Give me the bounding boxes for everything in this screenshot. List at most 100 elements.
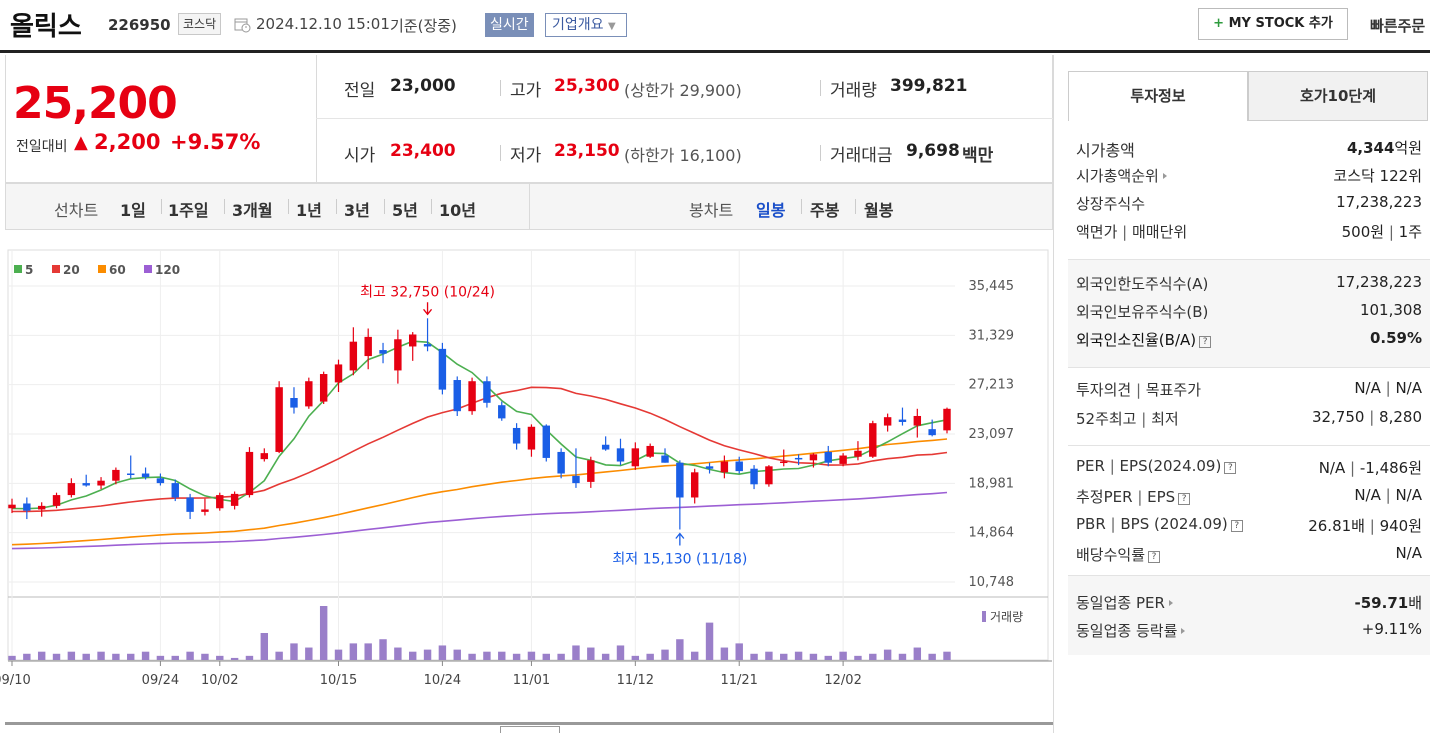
candle-body — [468, 381, 476, 412]
candle-body — [23, 503, 31, 511]
row-sector-per[interactable]: 동일업종 PER -59.71배 — [1076, 592, 1422, 620]
face-value-label: 액면가 — [1076, 223, 1118, 241]
volume-bar — [869, 653, 877, 660]
help-icon[interactable]: ? — [1178, 493, 1191, 505]
volume-bar — [527, 651, 536, 660]
low52-label: 최저 — [1151, 410, 1179, 428]
volume-bar — [453, 649, 461, 660]
candle-body — [587, 460, 595, 482]
per-value-wrap: N/A | -1,486원 — [1318, 459, 1422, 477]
open-label: 시가 — [344, 146, 376, 166]
candlestick-chart[interactable]: 35,445 31,329 27,213 23,097 18,981 14,864 10,7… — [0, 232, 1052, 702]
bps-label: BPS (2024.09) — [1120, 515, 1228, 533]
stock-header: 올릭스 226950 코스닥 2024.12.10 15:01 기준(장중) 실… — [0, 0, 1430, 52]
current-price: 25,200 — [13, 78, 178, 129]
volume-legend-swatch — [982, 611, 986, 622]
volume-bar — [898, 653, 907, 660]
prev-value: 23,000 — [390, 76, 456, 96]
row-sector-change[interactable]: 동일업종 등락률 +9.11% — [1076, 620, 1422, 648]
help-icon[interactable]: ? — [1199, 336, 1212, 348]
est-eps-value: N/A — [1395, 486, 1422, 504]
candle-body — [305, 381, 313, 407]
row-market-cap: 시가총액 4,344억원 — [1076, 137, 1422, 165]
per-label-wrap: PER | EPS(2024.09)? — [1076, 457, 1237, 475]
opinion-value-wrap: N/A | N/A — [1354, 379, 1422, 397]
legend-label: 60 — [109, 263, 126, 277]
period-daily[interactable]: 일봉 — [756, 201, 786, 220]
expand-handle[interactable] — [500, 726, 560, 733]
period-weekly[interactable]: 주봉 — [810, 201, 840, 220]
help-icon[interactable]: ? — [1148, 551, 1161, 563]
tab-invest-info[interactable]: 투자정보 — [1068, 71, 1248, 121]
x-tick-label: 09/24 — [142, 673, 179, 688]
volume-bar — [498, 651, 506, 660]
upper-limit: (상한가 29,900) — [624, 81, 742, 100]
volume-bar — [794, 651, 803, 660]
opinion-value: N/A — [1354, 379, 1381, 397]
period-divider — [384, 199, 385, 214]
period-10y[interactable]: 10년 — [439, 201, 476, 220]
volume-bar — [720, 647, 729, 660]
period-divider — [855, 199, 856, 214]
volume-bar — [216, 655, 224, 660]
period-3y[interactable]: 3년 — [344, 201, 370, 220]
row-market-cap-rank[interactable]: 시가총액순위 코스닥 122위 — [1076, 165, 1422, 193]
tab-quote10[interactable]: 호가10단계 — [1248, 71, 1428, 121]
row-pbr: PBR | BPS (2024.09)? 26.81배 | 940원 — [1076, 515, 1422, 543]
candle-body — [839, 455, 847, 464]
opinion-label-wrap: 투자의견 | 목표주가 — [1076, 381, 1201, 399]
arrow-right-icon — [1181, 628, 1186, 634]
legend-swatch — [14, 265, 22, 273]
separator — [500, 145, 501, 161]
row-foreign-hold: 외국인보유주식수(B) 101,308 — [1076, 301, 1422, 329]
high-label: 고가 — [510, 81, 542, 101]
price-divider — [316, 55, 317, 183]
candle-body — [898, 419, 907, 422]
section-opinion: 투자의견 | 목표주가 N/A | N/A 52주최고 | 최저 32,750 … — [1068, 367, 1430, 445]
change-value: 2,200 — [94, 130, 161, 154]
volume-bar — [512, 653, 521, 660]
period-1w[interactable]: 1주일 — [168, 201, 209, 220]
row-foreign-limit: 외국인한도주식수(A) 17,238,223 — [1076, 273, 1422, 301]
volume-bar — [112, 653, 120, 660]
candle-body — [676, 462, 684, 498]
candle-body — [364, 336, 372, 357]
candle-body — [750, 468, 758, 485]
market-cap-value-wrap: 4,344억원 — [1347, 137, 1422, 158]
candle-body — [735, 461, 743, 472]
help-icon[interactable]: ? — [1230, 520, 1243, 532]
opinion-label: 투자의견 — [1076, 381, 1132, 399]
volume-bar — [8, 655, 16, 660]
per-value: N/A — [1318, 459, 1346, 477]
my-stock-add-button[interactable]: + MY STOCK 추가 — [1198, 8, 1348, 40]
candle-body — [527, 426, 536, 450]
candle-body — [230, 493, 239, 506]
candle-body — [928, 429, 936, 436]
period-3m[interactable]: 3개월 — [232, 201, 273, 220]
volume-bar — [349, 643, 358, 660]
period-5y[interactable]: 5년 — [392, 201, 418, 220]
market-cap-unit: 억원 — [1394, 139, 1422, 157]
period-monthly[interactable]: 월봉 — [864, 201, 894, 220]
y-tick-label: 35,445 — [969, 279, 1015, 294]
period-1y[interactable]: 1년 — [296, 201, 322, 220]
est-eps-label: EPS — [1147, 488, 1176, 506]
company-info-dropdown[interactable]: 기업개요 ▼ — [545, 13, 627, 37]
volume-bar — [750, 653, 758, 660]
y-tick-label: 31,329 — [969, 328, 1015, 343]
help-icon[interactable]: ? — [1224, 462, 1237, 474]
x-tick-label: 10/02 — [201, 673, 238, 688]
chart-bottom-bar — [5, 722, 1053, 725]
candle-body — [216, 495, 224, 509]
realtime-badge[interactable]: 실시간 — [485, 13, 534, 37]
company-name: 올릭스 — [10, 12, 82, 42]
est-per-value-wrap: N/A | N/A — [1354, 486, 1422, 504]
high-annotation: 최고 32,750 (10/24) — [360, 284, 495, 300]
separator — [820, 80, 821, 96]
y-tick-label: 18,981 — [969, 476, 1015, 491]
dividend-value: N/A — [1395, 544, 1422, 562]
candle-body — [186, 497, 194, 512]
quick-order-link[interactable]: 빠른주문 — [1370, 17, 1426, 35]
period-1d[interactable]: 1일 — [120, 201, 146, 220]
my-stock-label: MY STOCK 추가 — [1228, 16, 1333, 31]
